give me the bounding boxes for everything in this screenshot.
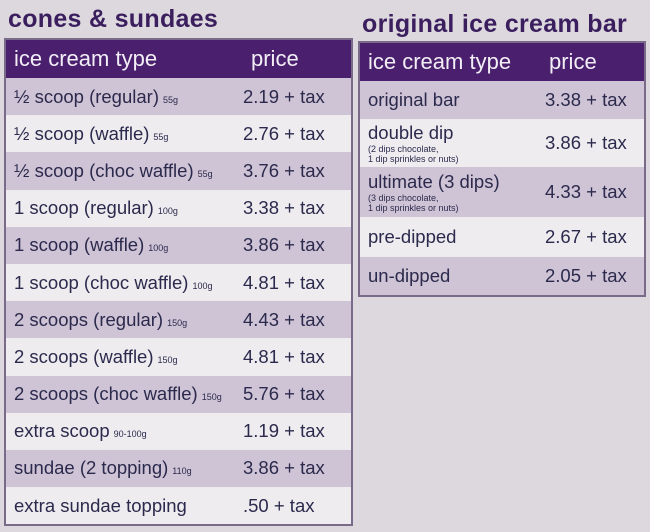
item-label: 2 scoops (choc waffle) xyxy=(14,383,198,405)
item-price: .50 + tax xyxy=(243,494,315,516)
item-label: ½ scoop (waffle) xyxy=(14,122,150,144)
item-name: 2 scoops (waffle) 150g xyxy=(6,346,243,368)
menu-row: 2 scoops (waffle) 150g 4.81 + tax xyxy=(6,338,351,376)
menu-row: pre-dipped 2.67 + tax xyxy=(360,217,644,257)
item-weight: 110g xyxy=(172,466,192,477)
item-weight: 55g xyxy=(162,94,179,105)
item-price: 2.19 + tax xyxy=(243,85,325,107)
col-price: price xyxy=(251,46,299,71)
menu-row: 1 scoop (choc waffle) 100g 4.81 + tax xyxy=(6,263,351,302)
col-type: ice cream type xyxy=(14,46,158,71)
menu-row: double dip (2 dips chocolate, 1 dip sprink… xyxy=(360,119,644,167)
item-weight: 150g xyxy=(201,392,222,403)
item-label: 2 scoops (waffle) xyxy=(14,345,154,367)
item-label: extra scoop xyxy=(14,420,110,442)
item-note: (2 dips chocolate, xyxy=(368,144,439,154)
item-name: ultimate (3 dips) (3 dips chocolate, 1 dip… xyxy=(360,171,545,213)
item-price: 3.86 + tax xyxy=(243,457,325,479)
item-note: (3 dips chocolate, xyxy=(368,193,439,203)
item-weight: 55g xyxy=(153,131,169,142)
item-label: 1 scoop (regular) xyxy=(14,197,154,219)
item-name: 1 scoop (regular) 100g xyxy=(6,197,243,219)
menu-row: 1 scoop (regular) 100g 3.38 + tax xyxy=(6,189,351,227)
col-price: price xyxy=(549,49,597,74)
item-weight: 100g xyxy=(148,243,169,254)
item-name: original bar xyxy=(360,89,545,111)
item-weight: 90-100g xyxy=(113,429,147,440)
item-price: 2.05 + tax xyxy=(545,265,627,286)
item-label: un-dipped xyxy=(368,265,451,286)
cones-title: cones & sundaes xyxy=(8,5,219,33)
item-label: original bar xyxy=(368,89,460,110)
item-price: 5.76 + tax xyxy=(243,383,325,405)
item-price: 2.67 + tax xyxy=(545,226,627,247)
item-note: 1 dip sprinkles or nuts) xyxy=(368,203,459,213)
menu-row: original bar 3.38 + tax xyxy=(360,81,644,119)
item-name: double dip (2 dips chocolate, 1 dip sprink… xyxy=(360,122,545,164)
item-price: 3.76 + tax xyxy=(243,159,325,181)
item-price: 4.81 + tax xyxy=(243,345,325,367)
item-price: 3.86 + tax xyxy=(545,132,627,153)
item-label: 2 scoops (regular) xyxy=(14,308,164,330)
item-weight: 150g xyxy=(157,354,178,365)
menu-row: 1 scoop (waffle) 100g 3.86 + tax xyxy=(6,226,351,264)
item-price: 2.76 + tax xyxy=(243,122,325,144)
item-price: 3.38 + tax xyxy=(545,89,627,110)
item-price: 4.43 + tax xyxy=(243,308,325,330)
cones-table: ice cream type price ½ scoop (regular) 55… xyxy=(4,38,353,527)
menu-row: un-dipped 2.05 + tax xyxy=(360,257,644,295)
item-name: 2 scoops (regular) 150g xyxy=(6,309,243,331)
col-type: ice cream type xyxy=(368,49,512,74)
item-name: pre-dipped xyxy=(360,226,545,248)
item-price: 4.33 + tax xyxy=(545,181,627,202)
item-name: ½ scoop (choc waffle) 55g xyxy=(6,160,243,182)
item-note: 1 dip sprinkles or nuts) xyxy=(368,154,459,164)
item-price: 3.86 + tax xyxy=(243,234,325,256)
item-label: 1 scoop (waffle) xyxy=(14,234,145,256)
item-price: 3.38 + tax xyxy=(243,197,325,219)
item-label: ½ scoop (choc waffle) xyxy=(14,159,194,181)
bars-header: ice cream type price xyxy=(360,43,644,81)
menu-row: ½ scoop (waffle) 55g 2.76 + tax xyxy=(6,115,351,153)
item-name: ½ scoop (waffle) 55g xyxy=(6,123,243,145)
item-weight: 150g xyxy=(167,317,188,328)
item-label: 1 scoop (choc waffle) xyxy=(14,271,189,293)
item-label: double dip xyxy=(368,122,454,143)
item-weight: 100g xyxy=(157,206,178,217)
menu-row: ultimate (3 dips) (3 dips chocolate, 1 dip… xyxy=(360,167,644,217)
item-label: pre-dipped xyxy=(368,226,457,247)
item-label: sundae (2 topping) xyxy=(14,457,169,479)
item-weight: 55g xyxy=(197,168,213,179)
item-name: 1 scoop (waffle) 100g xyxy=(6,234,243,256)
item-name: extra scoop 90-100g xyxy=(6,420,243,442)
item-label: ultimate (3 dips) xyxy=(368,171,500,192)
item-name: un-dipped xyxy=(360,265,545,287)
menu-row: extra sundae topping .50 + tax xyxy=(6,487,351,525)
menu-row: 2 scoops (regular) 150g 4.43 + tax xyxy=(6,301,351,339)
item-name: sundae (2 topping) 110g xyxy=(6,457,243,479)
item-name: ½ scoop (regular) 55g xyxy=(6,86,243,108)
menu-row: 2 scoops (choc waffle) 150g 5.76 + tax xyxy=(6,375,351,413)
item-name: 1 scoop (choc waffle) 100g xyxy=(6,272,243,294)
item-weight: 100g xyxy=(192,280,213,291)
menu-row: extra scoop 90-100g 1.19 + tax xyxy=(6,412,351,450)
menu-row: sundae (2 topping) 110g 3.86 + tax xyxy=(6,449,351,488)
item-price: 4.81 + tax xyxy=(243,271,325,293)
item-label: extra sundae topping xyxy=(14,494,187,516)
item-price: 1.19 + tax xyxy=(243,420,325,442)
menu-row: ½ scoop (choc waffle) 55g 3.76 + tax xyxy=(6,152,351,190)
item-name: extra sundae topping xyxy=(6,495,243,517)
bars-title: original ice cream bar xyxy=(362,10,628,38)
bars-table: ice cream type price original bar 3.38 + … xyxy=(358,41,646,297)
item-name: 2 scoops (choc waffle) 150g xyxy=(6,383,243,405)
cones-header: ice cream type price xyxy=(6,40,351,78)
menu-row: ½ scoop (regular) 55g 2.19 + tax xyxy=(6,78,351,116)
item-label: ½ scoop (regular) xyxy=(14,85,159,107)
